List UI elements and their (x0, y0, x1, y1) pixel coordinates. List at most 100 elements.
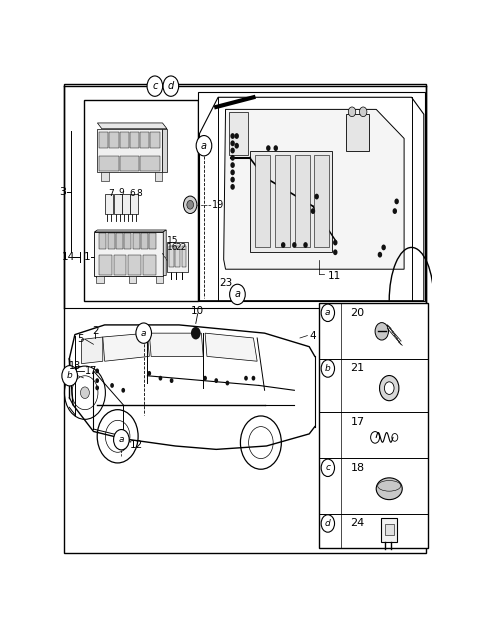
Text: 24: 24 (350, 518, 365, 528)
Circle shape (230, 184, 235, 190)
Polygon shape (105, 194, 113, 213)
Polygon shape (163, 230, 166, 276)
Circle shape (191, 327, 201, 340)
Circle shape (360, 107, 367, 116)
Polygon shape (314, 155, 329, 247)
Polygon shape (229, 112, 248, 155)
Polygon shape (116, 233, 123, 249)
Circle shape (183, 196, 197, 213)
Circle shape (230, 148, 235, 153)
Text: 1: 1 (84, 252, 90, 262)
Circle shape (395, 199, 399, 204)
Circle shape (230, 155, 235, 161)
Circle shape (244, 376, 248, 381)
Polygon shape (97, 129, 163, 172)
Polygon shape (124, 233, 132, 249)
Circle shape (110, 383, 114, 388)
Polygon shape (169, 247, 174, 267)
Text: 10: 10 (191, 306, 204, 316)
Polygon shape (143, 255, 156, 275)
Polygon shape (295, 155, 310, 247)
Text: a: a (119, 435, 124, 444)
Polygon shape (250, 150, 332, 252)
Text: 16: 16 (167, 243, 178, 252)
Polygon shape (205, 333, 257, 361)
Polygon shape (181, 247, 186, 267)
Circle shape (147, 76, 163, 96)
Circle shape (234, 133, 239, 139)
Polygon shape (175, 247, 180, 267)
Polygon shape (150, 132, 159, 148)
Text: 11: 11 (328, 272, 341, 281)
Polygon shape (97, 123, 167, 129)
Polygon shape (99, 132, 108, 148)
Text: 8: 8 (136, 189, 142, 198)
Circle shape (234, 143, 239, 148)
Circle shape (333, 240, 337, 245)
Circle shape (136, 323, 152, 343)
Text: d: d (168, 81, 174, 91)
Polygon shape (347, 114, 369, 150)
Circle shape (62, 365, 77, 386)
Text: 14: 14 (61, 252, 75, 262)
FancyBboxPatch shape (385, 524, 394, 535)
Circle shape (230, 177, 235, 182)
Circle shape (203, 376, 207, 381)
Polygon shape (99, 156, 119, 172)
Polygon shape (163, 129, 167, 172)
Text: 21: 21 (350, 364, 365, 374)
Circle shape (170, 378, 173, 383)
Circle shape (348, 107, 356, 116)
Text: 19: 19 (212, 200, 224, 210)
Circle shape (230, 162, 235, 168)
Ellipse shape (376, 478, 402, 499)
Circle shape (252, 376, 255, 381)
Text: 22: 22 (175, 243, 187, 252)
Circle shape (96, 369, 99, 374)
FancyBboxPatch shape (198, 92, 424, 301)
FancyBboxPatch shape (381, 518, 397, 542)
Text: 18: 18 (350, 463, 365, 473)
Circle shape (121, 388, 125, 392)
Polygon shape (99, 233, 107, 249)
Circle shape (266, 145, 271, 151)
Circle shape (96, 386, 99, 390)
Polygon shape (275, 155, 290, 247)
Text: 17: 17 (84, 366, 97, 376)
FancyBboxPatch shape (84, 99, 198, 301)
Text: c: c (152, 81, 157, 91)
Text: 5: 5 (78, 335, 84, 345)
Text: d: d (325, 519, 331, 528)
Polygon shape (95, 230, 166, 232)
FancyBboxPatch shape (64, 84, 426, 552)
Circle shape (393, 208, 397, 214)
Polygon shape (255, 155, 270, 247)
Circle shape (333, 249, 337, 255)
Circle shape (230, 133, 235, 139)
Text: 17: 17 (350, 417, 365, 426)
Polygon shape (132, 233, 140, 249)
Polygon shape (149, 333, 203, 357)
Circle shape (215, 378, 218, 383)
Circle shape (303, 242, 308, 248)
Polygon shape (200, 97, 424, 301)
Circle shape (321, 360, 335, 377)
Circle shape (147, 371, 151, 376)
Text: b: b (67, 371, 72, 381)
Circle shape (230, 169, 235, 175)
Text: 15: 15 (167, 236, 178, 245)
Polygon shape (114, 255, 126, 275)
Circle shape (321, 515, 335, 532)
Circle shape (187, 201, 193, 209)
Circle shape (229, 284, 245, 304)
Polygon shape (156, 276, 163, 283)
Polygon shape (129, 276, 136, 283)
Circle shape (382, 245, 386, 250)
Circle shape (292, 242, 297, 248)
Polygon shape (130, 194, 139, 213)
Polygon shape (82, 337, 103, 364)
Polygon shape (109, 132, 119, 148)
Polygon shape (149, 233, 156, 249)
Text: 20: 20 (350, 308, 365, 318)
Circle shape (378, 252, 382, 258)
